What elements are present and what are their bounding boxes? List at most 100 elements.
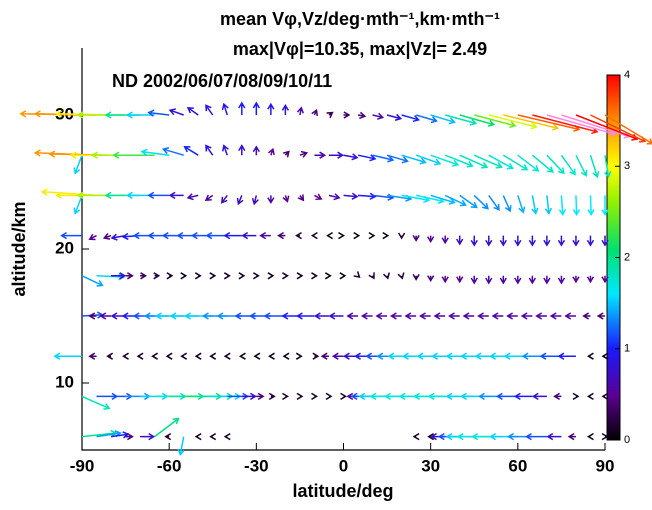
vector-arrow	[474, 114, 517, 129]
vector-arrow	[73, 195, 83, 215]
vector-arrow	[382, 231, 390, 240]
vector-arrow	[357, 111, 367, 119]
vector-arrow	[312, 352, 320, 360]
vector-arrow	[375, 312, 388, 320]
vector-arrow	[268, 352, 275, 360]
vector-arrow	[267, 195, 275, 205]
vector-arrow	[433, 312, 446, 320]
vector-arrow	[441, 275, 449, 284]
vector-arrow	[295, 352, 303, 360]
colorbar-tick-label: 0	[624, 434, 630, 446]
vector-arrow	[415, 114, 438, 124]
chart-subtitle: max|Vφ|=10.35, max|Vz|= 2.49	[233, 39, 487, 59]
vector-arrow	[488, 154, 514, 170]
vector-arrow	[88, 233, 97, 241]
vector-arrow	[601, 392, 609, 401]
vector-arrow	[397, 272, 405, 280]
vector-arrow	[209, 432, 217, 441]
vector-arrow	[357, 192, 377, 200]
vector-arrow	[353, 271, 361, 278]
vector-arrow	[346, 312, 359, 320]
vector-arrow	[223, 352, 231, 360]
vector-arrow	[601, 235, 609, 247]
y-tick-label: 20	[55, 238, 74, 257]
vector-arrow	[311, 392, 318, 401]
vector-arrow	[473, 194, 489, 210]
vector-arrow	[485, 275, 493, 285]
vector-arrow	[209, 352, 217, 360]
vector-arrow	[531, 195, 539, 215]
vector-arrow	[177, 436, 185, 457]
vector-arrow	[525, 432, 547, 441]
vector-arrow	[125, 272, 134, 280]
vector-arrow	[572, 195, 581, 217]
vector-arrow	[209, 272, 217, 280]
vector-arrow	[596, 312, 605, 320]
vector-arrow	[343, 192, 359, 200]
vector-arrow	[147, 109, 170, 117]
colorbar-tick-label: 3	[624, 160, 630, 172]
vector-arrow	[223, 432, 231, 441]
vector-arrow	[543, 235, 551, 247]
x-axis-label: latitude/deg	[292, 481, 393, 501]
vector-arrow	[147, 191, 170, 200]
vector-arrow	[462, 312, 475, 320]
vector-arrow	[372, 154, 395, 163]
vector-arrow	[340, 392, 347, 401]
vector-arrow	[297, 194, 305, 202]
vector-arrow	[106, 352, 114, 360]
y-tick-label: 10	[55, 372, 74, 391]
vector-arrow	[325, 392, 333, 401]
vector-arrow	[194, 352, 202, 360]
x-tick-label: -90	[70, 456, 95, 475]
vector-arrow	[404, 312, 417, 320]
vector-arrow	[168, 191, 184, 200]
vector-arrow	[601, 195, 609, 217]
vector-arrow	[601, 352, 609, 360]
vector-arrow	[582, 312, 591, 320]
vector-arrow	[572, 392, 580, 401]
vector-arrow	[589, 154, 600, 179]
vector-arrow	[241, 231, 257, 240]
vector-arrow	[40, 188, 97, 197]
vector-arrow	[543, 275, 551, 285]
vector-arrow	[513, 392, 533, 401]
vector-arrow	[343, 153, 359, 161]
vector-arrow	[456, 235, 464, 246]
vector-arrow	[557, 275, 566, 285]
vector-arrow	[572, 275, 580, 284]
y-axis-label: altitude/km	[9, 201, 29, 296]
vector-arrow	[238, 101, 246, 115]
vector-arrow	[180, 352, 188, 360]
vector-arrow	[328, 193, 341, 201]
vector-arrow	[320, 352, 329, 360]
vector-arrow	[223, 272, 231, 280]
vector-arrow	[544, 195, 553, 215]
vector-arrow	[560, 154, 576, 176]
vector-arrow	[338, 231, 345, 240]
vector-arrow	[252, 272, 260, 280]
vector-arrow	[499, 275, 507, 285]
vector-arrow	[343, 111, 351, 119]
vector-arrow	[154, 417, 180, 438]
vector-arrow	[412, 274, 420, 281]
chart-title: mean Vφ,Vz/deg·mth⁻¹,km·mth⁻¹	[220, 9, 500, 29]
vector-arrow	[88, 352, 97, 360]
vector-arrow	[459, 114, 496, 127]
vector-arrow	[267, 272, 275, 280]
vector-arrow	[282, 272, 289, 280]
vector-arrow	[448, 312, 460, 320]
vector-arrow	[586, 235, 595, 247]
vector-arrow	[386, 113, 403, 121]
vector-arrow	[48, 150, 112, 158]
vector-arrow	[267, 102, 275, 115]
vector-arrow	[311, 272, 318, 280]
vector-arrow	[168, 108, 184, 116]
vector-arrow	[204, 194, 214, 202]
vector-arrow	[186, 106, 199, 116]
vector-arrow	[586, 352, 594, 360]
vector-arrow	[205, 104, 214, 116]
vector-arrow	[499, 235, 507, 247]
vector-arrow	[328, 312, 344, 320]
